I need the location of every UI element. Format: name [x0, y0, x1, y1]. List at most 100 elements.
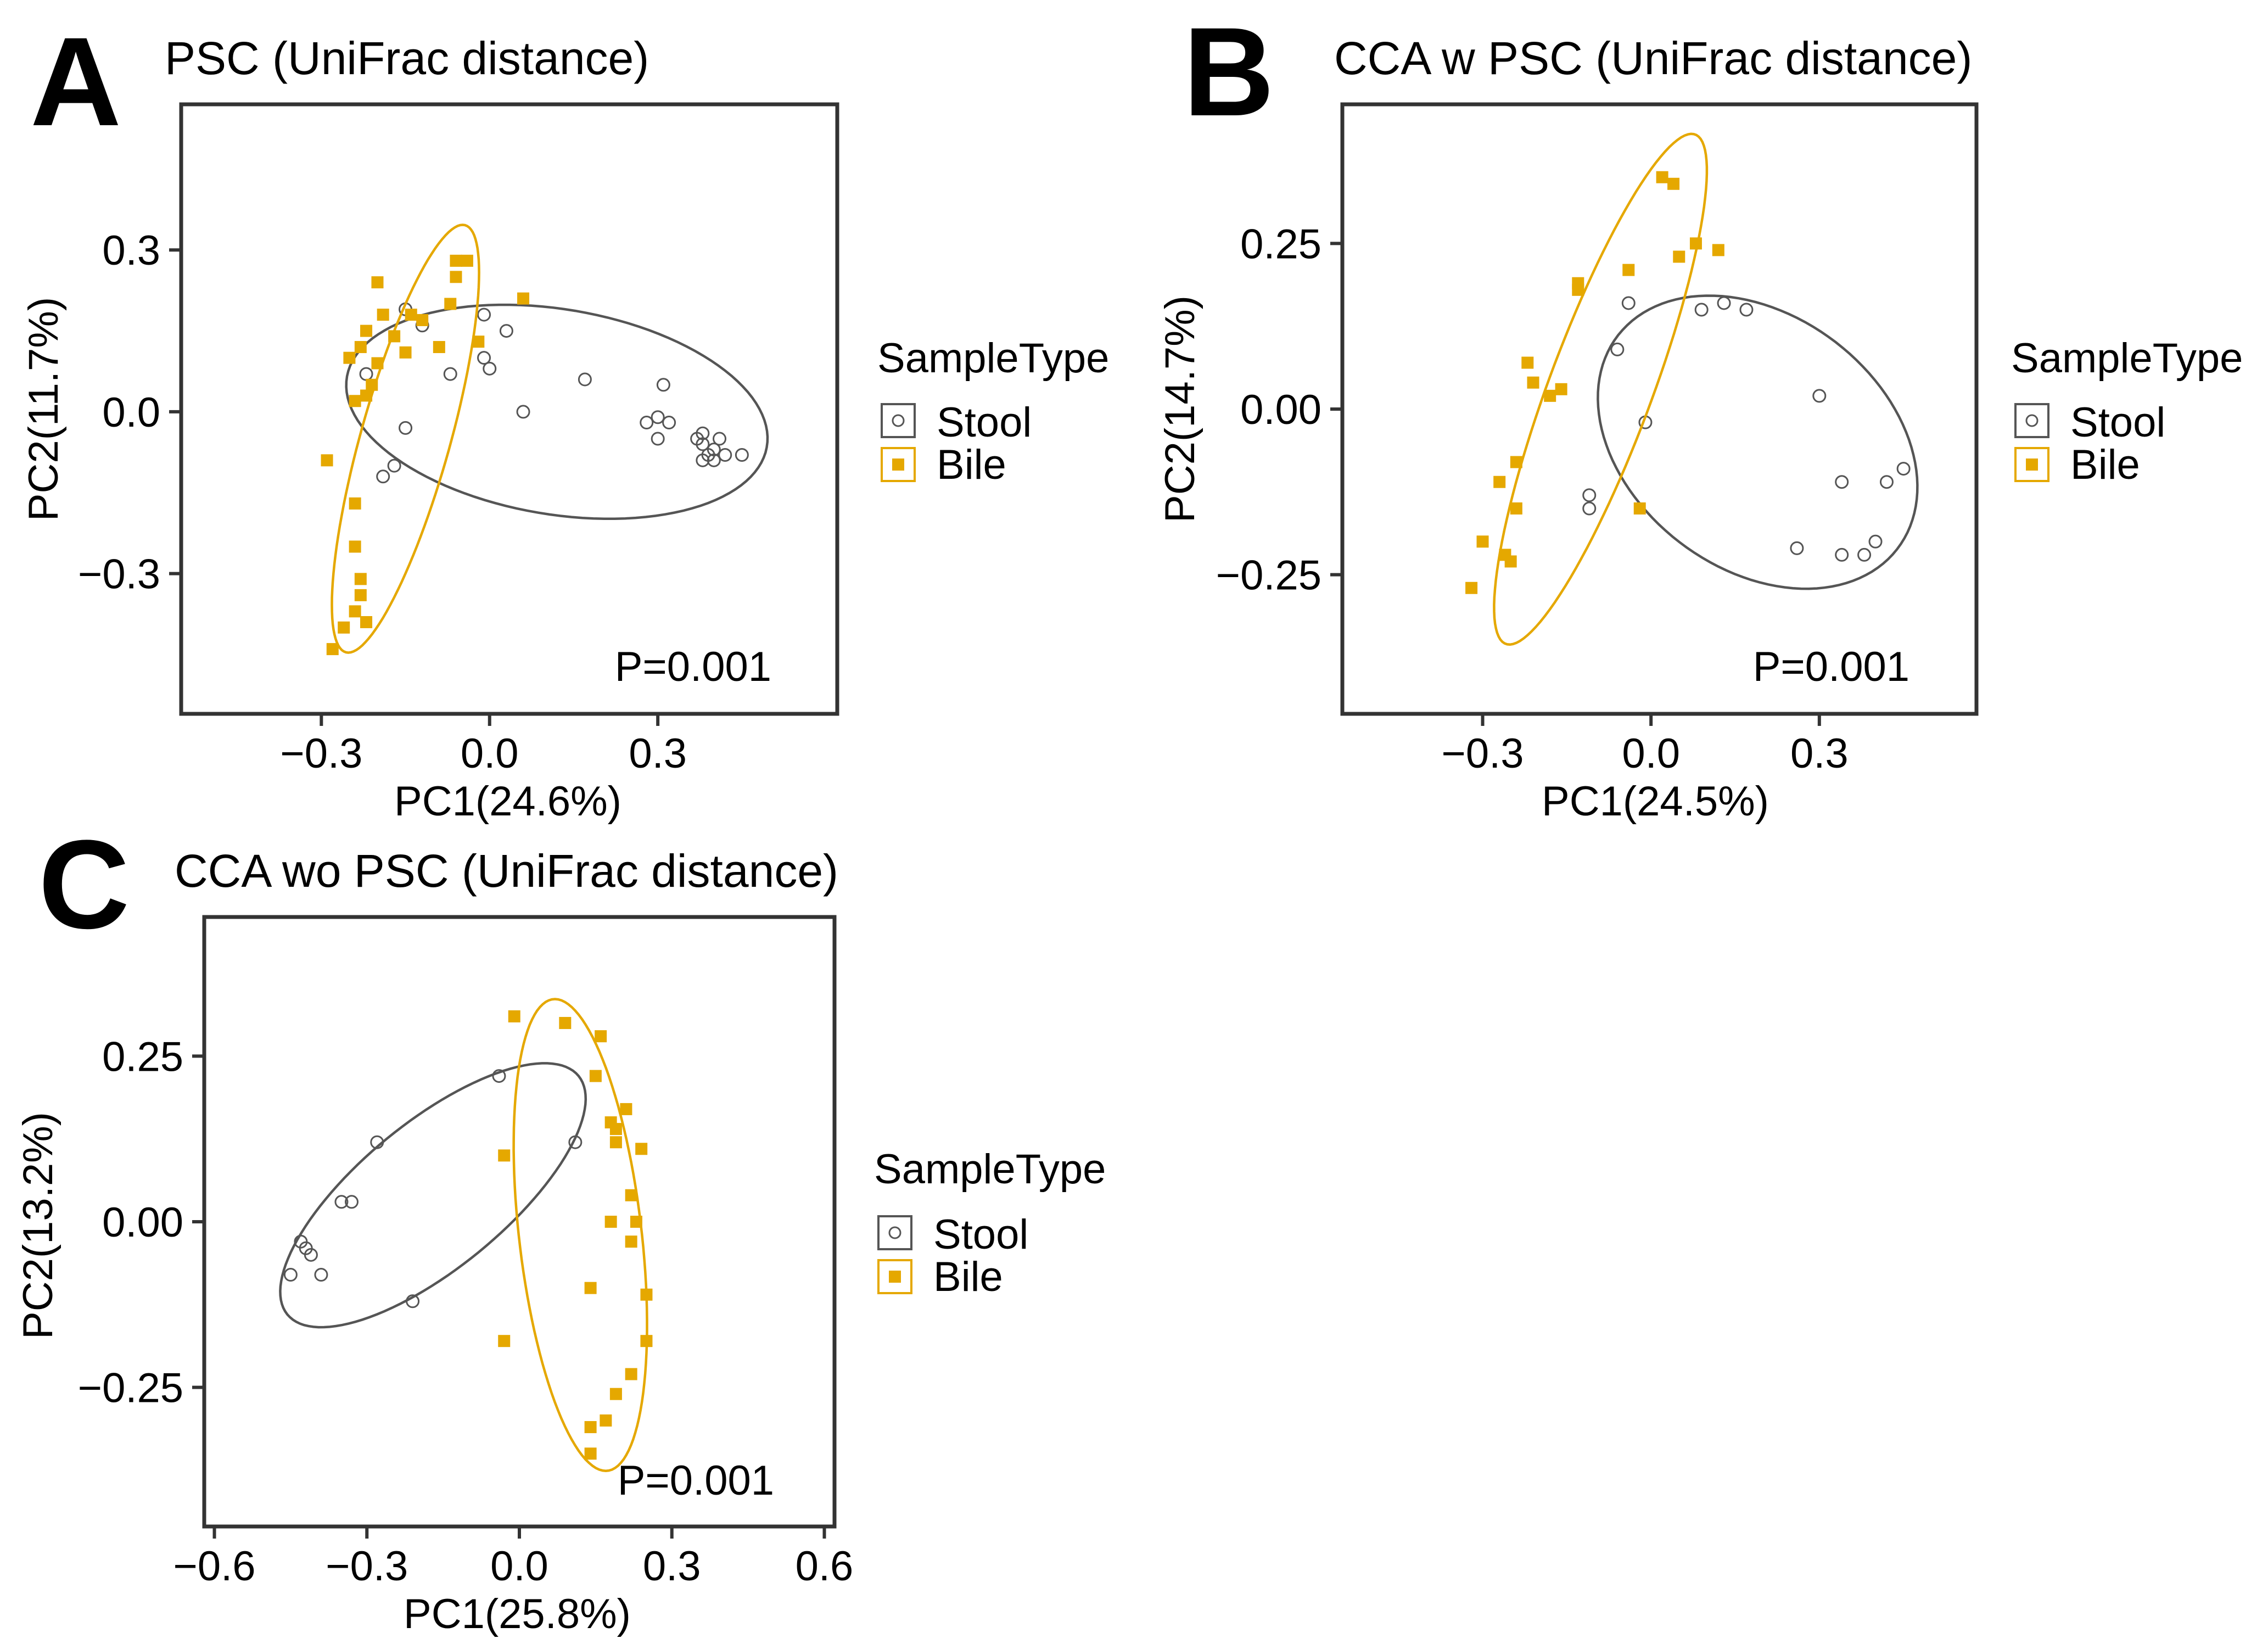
panel-c-point-stool: [492, 1069, 506, 1083]
panel-a-x-tick-label: 0.3: [629, 730, 687, 777]
panel-b-legend-key-stool: [2014, 403, 2049, 438]
panel-b-plot: −0.3 0.0 0.3 −0.25 0.00 0.25: [1216, 102, 1979, 777]
panel-c-y-axis-label: PC2(13.2%): [15, 1112, 61, 1339]
panel-c-legend-label-bile: Bile: [933, 1254, 1003, 1300]
panel-c-point-stool: [314, 1268, 328, 1282]
panel-c-point-bile: [609, 1123, 622, 1136]
panel-a-point-bile: [349, 540, 361, 553]
panel-a-point-stool: [640, 416, 654, 430]
panel-a-legend-key-stool: [881, 403, 916, 438]
panel-c-legend-key-stool: [877, 1215, 912, 1250]
panel-a-x-axis-label: PC1(24.6%): [394, 778, 621, 825]
panel-b-x-tick-label: 0.3: [1790, 730, 1849, 777]
panel-c-point-bile: [625, 1189, 637, 1201]
panel-b-point-bile: [1510, 456, 1522, 468]
panel-a-point-bile: [360, 616, 373, 629]
panel-b-point-bile: [1510, 502, 1522, 515]
panel-a-legend-label-bile: Bile: [937, 441, 1006, 488]
panel-b: B CCA w PSC (UniFrac distance) −0.3 0.0 0.…: [1157, 1, 2243, 825]
panel-c-y-tick-label: 0.00: [102, 1199, 183, 1246]
panel-a-y-tick-label: 0.3: [102, 227, 160, 274]
panel-a-plot-frame: [179, 102, 839, 716]
panel-b-point-stool: [1621, 296, 1636, 310]
panel-c-legend-marker-bile: [889, 1271, 901, 1283]
panel-a-point-stool: [718, 448, 732, 462]
panel-c-y-tick-label: −0.25: [78, 1365, 183, 1412]
panel-a-point-bile: [326, 643, 339, 656]
panel-c-point-bile: [625, 1368, 637, 1380]
panel-b-legend-title: SampleType: [2011, 335, 2243, 382]
panel-a-point-bile: [472, 335, 485, 348]
panel-a-ellipse-stool: [345, 303, 769, 520]
panel-c-point-bile: [620, 1103, 632, 1115]
panel-c-x-tick-label: 0.6: [796, 1543, 854, 1590]
panel-c: C CCA wo PSC (UniFrac distance) −0.6 −0.3…: [15, 814, 1106, 1637]
panel-a-point-stool: [578, 372, 592, 387]
panel-a-point-stool: [696, 453, 710, 467]
panel-c-point-bile: [609, 1136, 622, 1149]
panel-a-point-bile: [399, 346, 412, 359]
panel-a-y-tick-label: 0.0: [102, 389, 160, 436]
panel-a-x-tick-label: 0.0: [461, 730, 519, 777]
panel-a-point-bile: [450, 271, 462, 283]
panel-c-legend-key-bile: [877, 1259, 912, 1294]
panel-b-point-stool: [1694, 303, 1709, 317]
panel-b-ellipse-stool: [1597, 294, 1919, 590]
panel-c-x-tick-label: −0.3: [326, 1543, 408, 1590]
panel-a-point-stool: [707, 453, 721, 467]
panel-b-y-tick-label: 0.25: [1240, 221, 1321, 267]
panel-a-point-bile: [338, 621, 350, 634]
panel-c-point-bile: [604, 1216, 617, 1228]
panel-a-point-bile: [360, 325, 373, 337]
panel-b-point-stool: [1835, 475, 1849, 489]
panel-a-point-bile: [405, 309, 417, 321]
panel-b-point-bile: [1476, 535, 1489, 548]
panel-b-legend-marker-stool: [2025, 414, 2039, 427]
panel-a-point-bile: [349, 497, 361, 510]
panel-a-point-bile: [371, 357, 384, 370]
panel-a-point-bile: [343, 351, 356, 364]
panel-a-point-bile: [354, 573, 367, 585]
panel-a-point-bile: [416, 314, 429, 326]
panel-b-point-bile: [1465, 581, 1478, 594]
panel-c-point-stool: [344, 1195, 359, 1209]
panel-b-y-tick-label: 0.00: [1240, 387, 1321, 433]
panel-b-point-stool: [1739, 303, 1754, 317]
panel-b-point-stool: [1582, 488, 1597, 502]
panel-b-legend-label-stool: Stool: [2070, 399, 2165, 446]
panel-b-point-bile: [1712, 244, 1724, 256]
panel-b-point-bile: [1689, 237, 1702, 250]
panel-a-point-stool: [696, 426, 710, 440]
panel-a-legend-marker-bile: [892, 458, 904, 471]
panel-b-legend-label-bile: Bile: [2070, 441, 2140, 488]
panel-b-y-tick-label: −0.25: [1216, 552, 1321, 599]
panel-letter-c: C: [38, 814, 130, 955]
panel-a-legend: SampleType Stool Bile: [877, 335, 1109, 488]
panel-c-title: CCA wo PSC (UniFrac distance): [175, 845, 838, 897]
panel-a-y-axis-label: PC2(11.7%): [20, 297, 67, 521]
panel-a-point-stool: [399, 421, 413, 435]
panel-b-point-bile: [1527, 376, 1539, 389]
panel-a-point-bile: [461, 254, 473, 267]
panel-c-x-tick-label: 0.3: [643, 1543, 701, 1590]
panel-c-point-bile: [508, 1010, 520, 1022]
panel-a-point-bile: [444, 298, 457, 310]
panel-b-point-stool: [1879, 475, 1894, 489]
panel-b-legend-marker-bile: [2026, 458, 2038, 471]
panel-a-point-stool: [713, 432, 727, 446]
panel-a-legend-marker-stool: [892, 414, 905, 427]
panel-b-point-bile: [1555, 383, 1567, 395]
panel-c-point-bile: [600, 1414, 612, 1427]
panel-b-point-bile: [1504, 555, 1517, 568]
panel-c-point-bile: [584, 1421, 597, 1434]
panel-c-point-bile: [595, 1030, 607, 1043]
panel-a-point-bile: [450, 254, 462, 267]
panel-b-point-bile: [1493, 476, 1506, 488]
panel-a-x-tick-label: −0.3: [280, 730, 362, 777]
panel-a-point-stool: [516, 405, 530, 419]
panel-a-point-stool: [696, 437, 710, 451]
panel-b-point-stool: [1790, 541, 1804, 555]
panel-c-point-stool: [304, 1248, 318, 1262]
panel-b-point-stool: [1857, 547, 1872, 562]
